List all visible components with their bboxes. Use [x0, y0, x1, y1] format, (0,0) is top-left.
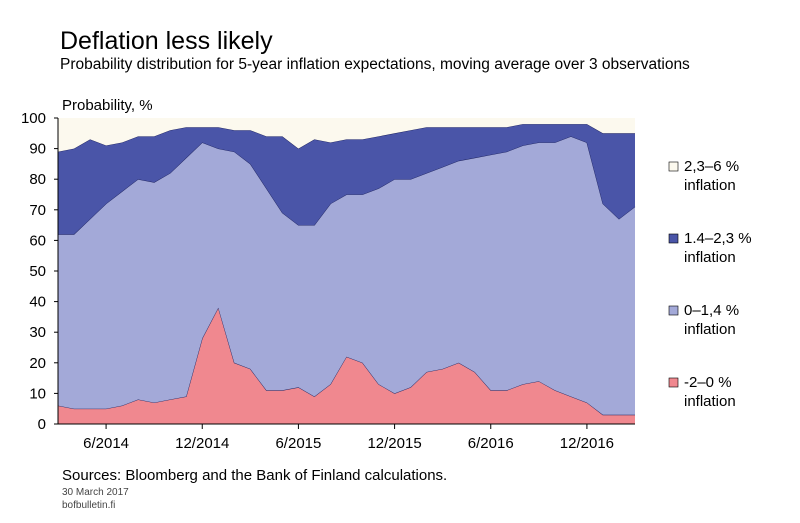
y-tick-label: 10	[29, 385, 46, 402]
sources-note: Sources: Bloomberg and the Bank of Finla…	[62, 467, 448, 484]
legend-swatch	[668, 233, 679, 244]
legend-label: -2–0 % inflation	[684, 374, 736, 410]
x-tick-label: 6/2015	[275, 435, 321, 452]
chart-title: Deflation less likely	[60, 27, 273, 55]
area-series-4	[58, 118, 635, 152]
legend-swatch	[668, 161, 679, 172]
legend-label: 0–1,4 % inflation	[684, 302, 739, 338]
area-series-2	[58, 136, 635, 415]
y-tick-label: 100	[21, 110, 46, 127]
y-tick-label: 90	[29, 141, 46, 158]
y-tick-label: 60	[29, 232, 46, 249]
y-tick-label: 20	[29, 355, 46, 372]
x-tick-label: 6/2014	[83, 435, 129, 452]
y-tick-label: 70	[29, 202, 46, 219]
y-tick-label: 40	[29, 294, 46, 311]
y-tick-label: 80	[29, 171, 46, 188]
legend-swatch	[668, 305, 679, 316]
x-tick-label: 6/2016	[468, 435, 514, 452]
y-tick-label: 0	[38, 416, 46, 433]
x-tick-label: 12/2014	[175, 435, 229, 452]
legend-label: 1.4–2,3 % inflation	[684, 230, 752, 266]
area-series-1	[58, 307, 635, 424]
site-url: bofbulletin.fi	[62, 500, 116, 511]
legend-swatch	[668, 377, 679, 388]
chart-subtitle: Probability distribution for 5-year infl…	[60, 56, 690, 73]
y-tick-label: 30	[29, 324, 46, 341]
publication-date: 30 March 2017	[62, 487, 129, 498]
legend-label: 2,3–6 % inflation	[684, 158, 739, 194]
y-axis-label: Probability, %	[62, 97, 153, 114]
y-tick-label: 50	[29, 263, 46, 280]
area-series-3	[58, 124, 635, 235]
x-tick-label: 12/2016	[560, 435, 614, 452]
x-tick-label: 12/2015	[367, 435, 421, 452]
